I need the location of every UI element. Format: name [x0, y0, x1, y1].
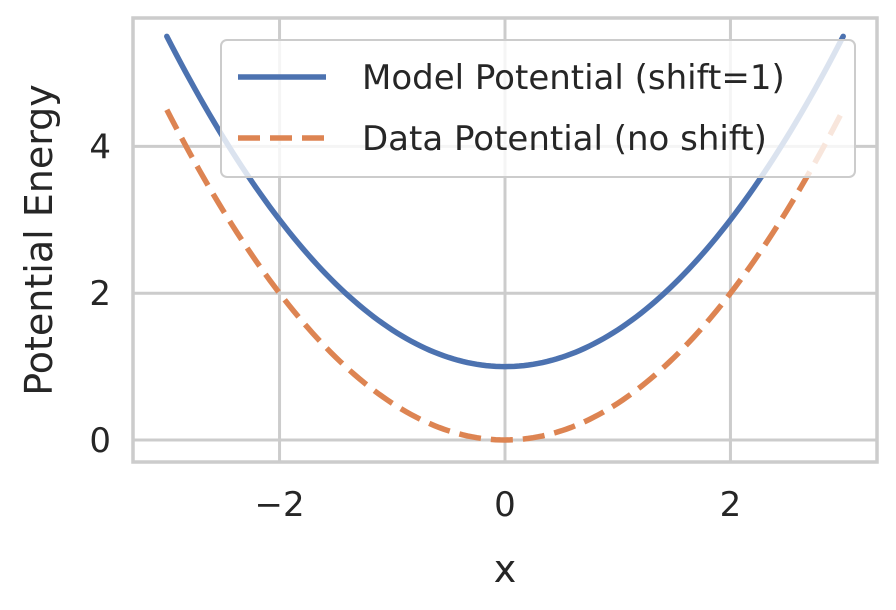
y-axis-label: Potential Energy — [17, 84, 61, 396]
x-tick-label: −2 — [254, 485, 304, 525]
y-tick-label: 0 — [89, 421, 111, 461]
y-tick-label: 4 — [89, 127, 111, 167]
series-line-1 — [164, 108, 846, 443]
plot-frame — [131, 16, 879, 464]
x-tick-label: 0 — [494, 485, 516, 525]
x-axis-label: x — [494, 547, 517, 591]
series-line-0 — [164, 33, 846, 370]
tick-labels: −2 0 2 0 2 4 — [89, 127, 741, 525]
series-layer — [164, 33, 846, 443]
x-tick-label: 2 — [720, 485, 742, 525]
legend: Model Potential (shift=1) Data Potential … — [220, 39, 856, 178]
legend-entry-1: Data Potential (no shift) — [362, 119, 767, 159]
legend-entry-0: Model Potential (shift=1) — [362, 58, 785, 98]
legend-box — [220, 39, 856, 178]
y-tick-label: 2 — [89, 274, 111, 314]
